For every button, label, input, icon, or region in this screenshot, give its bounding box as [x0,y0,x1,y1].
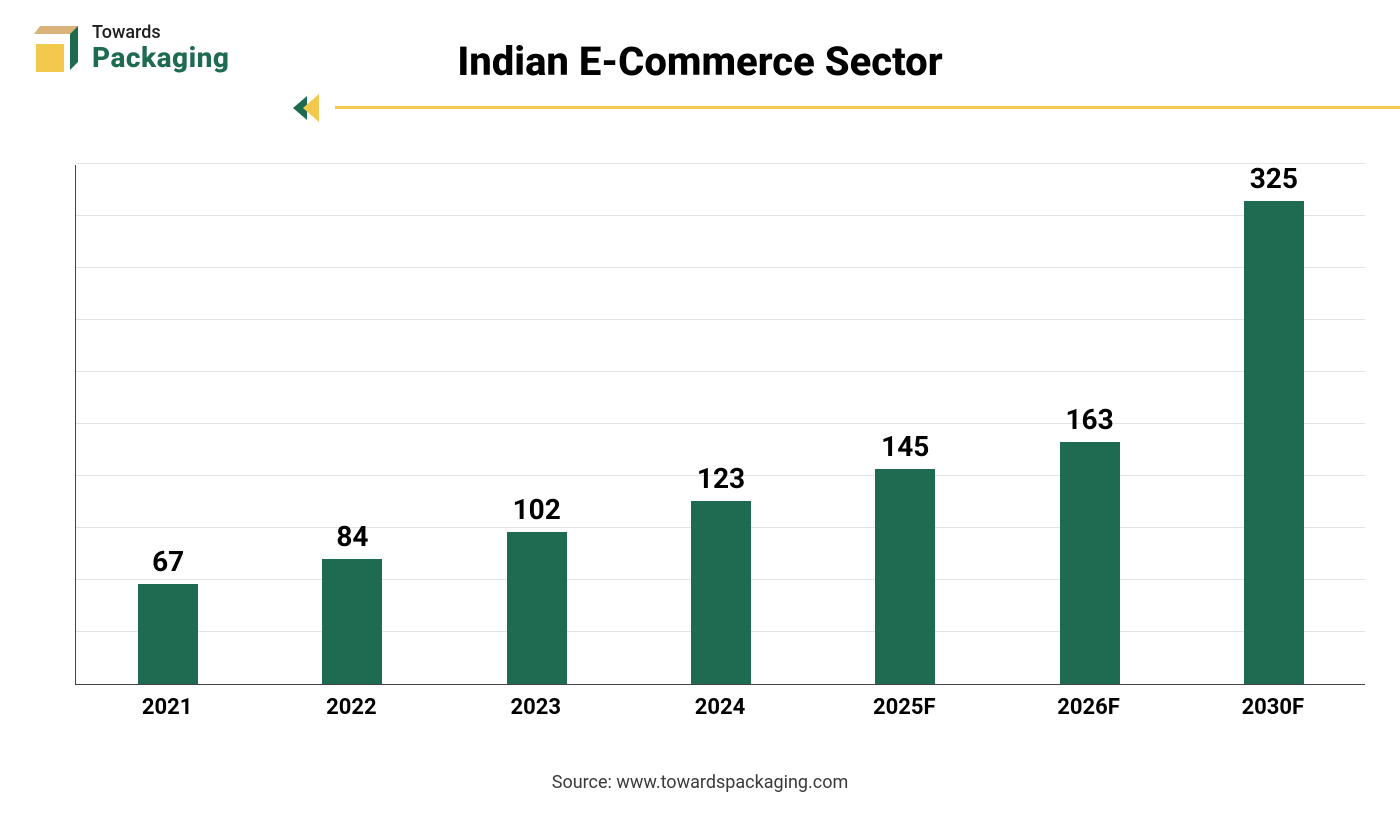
bar-value-label: 325 [1250,162,1298,195]
title-divider [285,103,1400,111]
bar: 84 [322,520,382,684]
bar-rect [1060,442,1120,684]
x-axis-label: 2022 [326,695,377,720]
page: Towards Packaging Indian E-Commerce Sect… [0,0,1400,821]
grid-line [76,215,1365,216]
grid-line [76,163,1365,164]
grid-line [76,423,1365,424]
bar-value-label: 123 [697,462,745,495]
chart-title: Indian E-Commerce Sector [0,38,1400,85]
bar-value-label: 67 [152,545,184,578]
grid-line [76,371,1365,372]
bar-rect [138,584,198,684]
bar-rect [1244,201,1304,684]
grid-line [76,267,1365,268]
bar: 163 [1060,403,1120,684]
bar: 325 [1244,162,1304,684]
x-axis-label: 2025F [873,695,936,720]
x-axis-label: 2024 [695,695,746,720]
bar-value-label: 163 [1065,403,1113,436]
x-axis-label: 2026F [1057,695,1120,720]
bar: 123 [691,462,751,684]
divider-chevron-icon [285,91,335,125]
bar-rect [875,469,935,684]
bar-value-label: 84 [336,520,368,553]
bar-rect [322,559,382,684]
bar: 145 [875,430,935,684]
divider-line [335,106,1400,109]
x-axis-label: 2021 [142,695,193,720]
chart-source: Source: www.towardspackaging.com [0,772,1400,793]
bar: 102 [507,493,567,684]
bar: 67 [138,545,198,684]
bar-value-label: 102 [513,493,561,526]
bar-chart: 67 84 102 123 145 163 325 2021 2022 2023 2024 2025… [75,165,1365,720]
x-axis-label: 2030F [1242,695,1305,720]
bar-rect [691,501,751,684]
chart-plot-area: 67 84 102 123 145 163 325 [75,165,1365,685]
x-axis-label: 2023 [510,695,561,720]
chart-x-axis: 2021 2022 2023 2024 2025F 2026F 2030F [75,685,1365,720]
grid-line [76,319,1365,320]
bar-rect [507,532,567,684]
bar-value-label: 145 [881,430,929,463]
